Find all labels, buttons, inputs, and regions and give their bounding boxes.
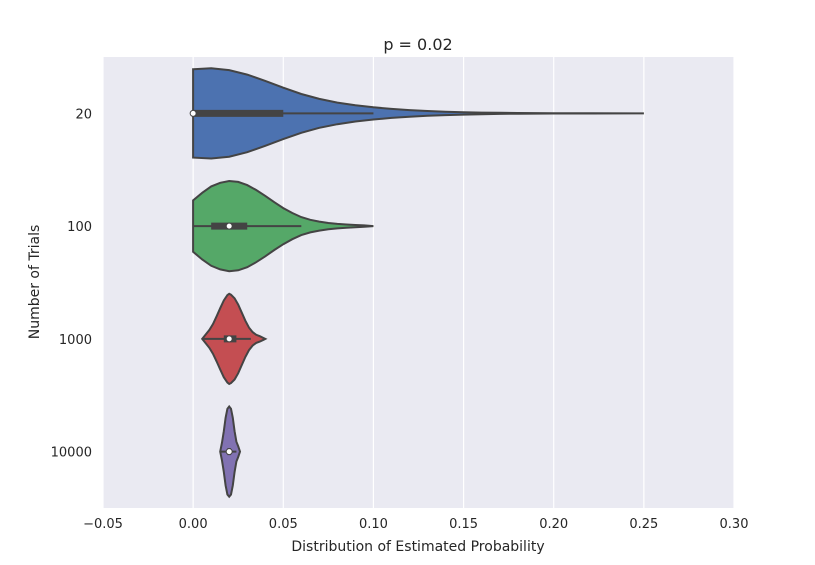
- x-tick-label: 0.20: [539, 517, 568, 532]
- y-axis-title: Number of Trials: [27, 225, 43, 340]
- x-tick-label: 0.25: [629, 517, 658, 532]
- x-tick-label: 0.10: [359, 517, 388, 532]
- y-tick-label: 1000: [59, 333, 92, 348]
- x-tick-label: 0.05: [269, 517, 298, 532]
- violin-median-point: [225, 222, 233, 230]
- violin-20: [189, 67, 644, 160]
- violins: [189, 67, 644, 499]
- y-axis-ticks: 20 100 1000 10000: [51, 107, 92, 460]
- violin-body: [192, 67, 644, 160]
- y-tick-label: 100: [67, 220, 92, 235]
- x-tick-label: 0.00: [179, 517, 208, 532]
- y-tick-label: 20: [75, 107, 92, 122]
- violin-iqr-box: [193, 109, 284, 117]
- violin-median-point: [225, 335, 233, 343]
- violin-1000: [200, 292, 268, 386]
- chart-title: p = 0.02: [383, 35, 452, 54]
- y-tick-label: 10000: [51, 446, 92, 461]
- x-tick-label: 0.30: [720, 517, 749, 532]
- x-tick-label: −0.05: [83, 517, 123, 532]
- violin-10000: [219, 404, 242, 499]
- violin-median-point: [225, 448, 233, 456]
- x-tick-label: 0.15: [449, 517, 478, 532]
- violin-median-point: [189, 109, 197, 117]
- x-axis-ticks: −0.05 0.00 0.05 0.10 0.15 0.20 0.25 0.30: [83, 517, 748, 532]
- x-axis-title: Distribution of Estimated Probability: [291, 539, 544, 555]
- violin-100: [192, 179, 374, 273]
